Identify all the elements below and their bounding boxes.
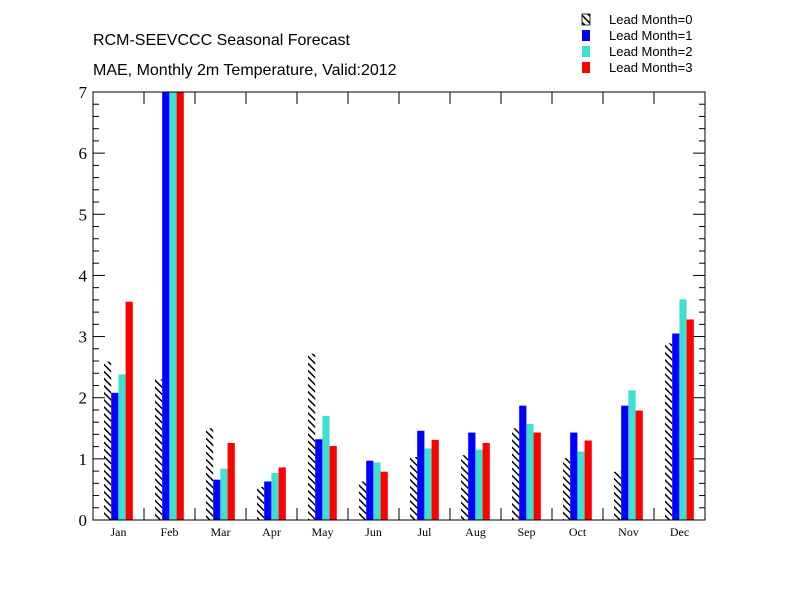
bar-jun-lead0 xyxy=(359,481,367,520)
bar-nov-lead1 xyxy=(621,405,629,520)
x-tick-label-oct: Oct xyxy=(569,525,587,539)
y-tick-label: 0 xyxy=(79,511,88,530)
bar-aug-lead3 xyxy=(482,442,490,520)
bar-jun-lead3 xyxy=(380,471,388,520)
y-tick-label: 6 xyxy=(79,144,88,163)
x-tick-label-jul: Jul xyxy=(417,525,432,539)
bar-jul-lead1 xyxy=(417,430,425,520)
bar-sep-lead1 xyxy=(519,405,527,520)
bar-jan-lead2 xyxy=(118,374,126,520)
bar-jul-lead3 xyxy=(431,439,439,520)
bar-may-lead0 xyxy=(308,353,316,520)
x-tick-label-mar: Mar xyxy=(211,525,231,539)
bar-mar-lead1 xyxy=(213,479,221,520)
y-tick-label: 7 xyxy=(79,83,88,102)
legend-label-lead0: Lead Month=0 xyxy=(609,12,692,27)
legend-label-lead2: Lead Month=2 xyxy=(609,44,692,59)
bar-sep-lead3 xyxy=(533,432,541,520)
bar-apr-lead1 xyxy=(264,481,272,520)
bar-feb-lead0 xyxy=(155,379,163,520)
bar-nov-lead3 xyxy=(635,410,643,520)
chart-title: RCM-SEEVCCC Seasonal Forecast xyxy=(93,32,351,49)
bar-aug-lead1 xyxy=(468,432,476,520)
bar-apr-lead3 xyxy=(278,467,286,520)
x-tick-label-apr: Apr xyxy=(262,525,281,539)
y-tick-label: 3 xyxy=(79,328,88,347)
bar-mar-lead3 xyxy=(227,442,235,520)
x-tick-label-nov: Nov xyxy=(618,525,639,539)
bar-feb-lead2 xyxy=(169,92,177,520)
legend-swatch-lead0 xyxy=(581,13,591,26)
bar-feb-lead1 xyxy=(162,92,170,520)
y-tick-label: 5 xyxy=(79,205,88,224)
plot-frame xyxy=(92,91,706,521)
bars-group xyxy=(104,92,694,520)
legend-swatch-lead3 xyxy=(582,62,590,73)
chart-subtitle: MAE, Monthly 2m Temperature, Valid:2012 xyxy=(93,62,397,79)
bar-oct-lead0 xyxy=(563,458,571,520)
bar-may-lead1 xyxy=(315,439,323,520)
bar-oct-lead2 xyxy=(577,451,585,520)
x-tick-label-dec: Dec xyxy=(670,525,689,539)
bar-feb-lead3 xyxy=(176,92,184,520)
bar-sep-lead0 xyxy=(512,428,520,520)
legend-swatch-lead1 xyxy=(582,30,590,41)
bar-aug-lead2 xyxy=(475,449,483,520)
bar-jul-lead0 xyxy=(410,457,418,520)
bar-mar-lead2 xyxy=(220,468,228,520)
x-tick-label-jun: Jun xyxy=(365,525,382,539)
bar-dec-lead2 xyxy=(679,299,687,520)
y-tick-label: 4 xyxy=(79,266,88,285)
y-tick-label: 1 xyxy=(79,450,88,469)
x-tick-label-aug: Aug xyxy=(465,525,486,539)
bar-jan-lead1 xyxy=(111,392,119,520)
x-tick-label-may: May xyxy=(312,525,334,539)
legend-swatch-lead2 xyxy=(582,46,590,57)
bar-sep-lead2 xyxy=(526,424,534,520)
legend-label-lead1: Lead Month=1 xyxy=(609,28,692,43)
legend-label-lead3: Lead Month=3 xyxy=(609,60,692,75)
bar-mar-lead0 xyxy=(206,428,214,520)
bar-jul-lead2 xyxy=(424,448,432,520)
bar-apr-lead0 xyxy=(257,486,265,520)
x-tick-label-sep: Sep xyxy=(518,525,536,539)
x-tick-label-feb: Feb xyxy=(161,525,179,539)
bar-jun-lead2 xyxy=(373,462,381,520)
bar-nov-lead0 xyxy=(614,471,622,520)
bar-aug-lead0 xyxy=(461,455,469,520)
bar-jan-lead0 xyxy=(104,361,112,520)
bar-may-lead2 xyxy=(322,416,330,520)
bar-dec-lead3 xyxy=(686,319,694,520)
bar-dec-lead0 xyxy=(665,343,673,520)
bar-apr-lead2 xyxy=(271,472,279,520)
bar-jun-lead1 xyxy=(366,460,374,520)
bar-oct-lead3 xyxy=(584,440,592,520)
y-tick-label: 2 xyxy=(79,389,88,408)
bar-nov-lead2 xyxy=(628,390,636,520)
bar-dec-lead1 xyxy=(672,333,680,520)
x-tick-label-jan: Jan xyxy=(111,525,127,539)
bar-jan-lead3 xyxy=(125,301,133,520)
axes-group: 0 1 2 3 4 5 6 7 Jan Feb Mar Apr May Jun Jul Aug Sep Oct No… xyxy=(79,83,705,539)
bar-oct-lead1 xyxy=(570,432,578,520)
bar-may-lead3 xyxy=(329,446,337,520)
